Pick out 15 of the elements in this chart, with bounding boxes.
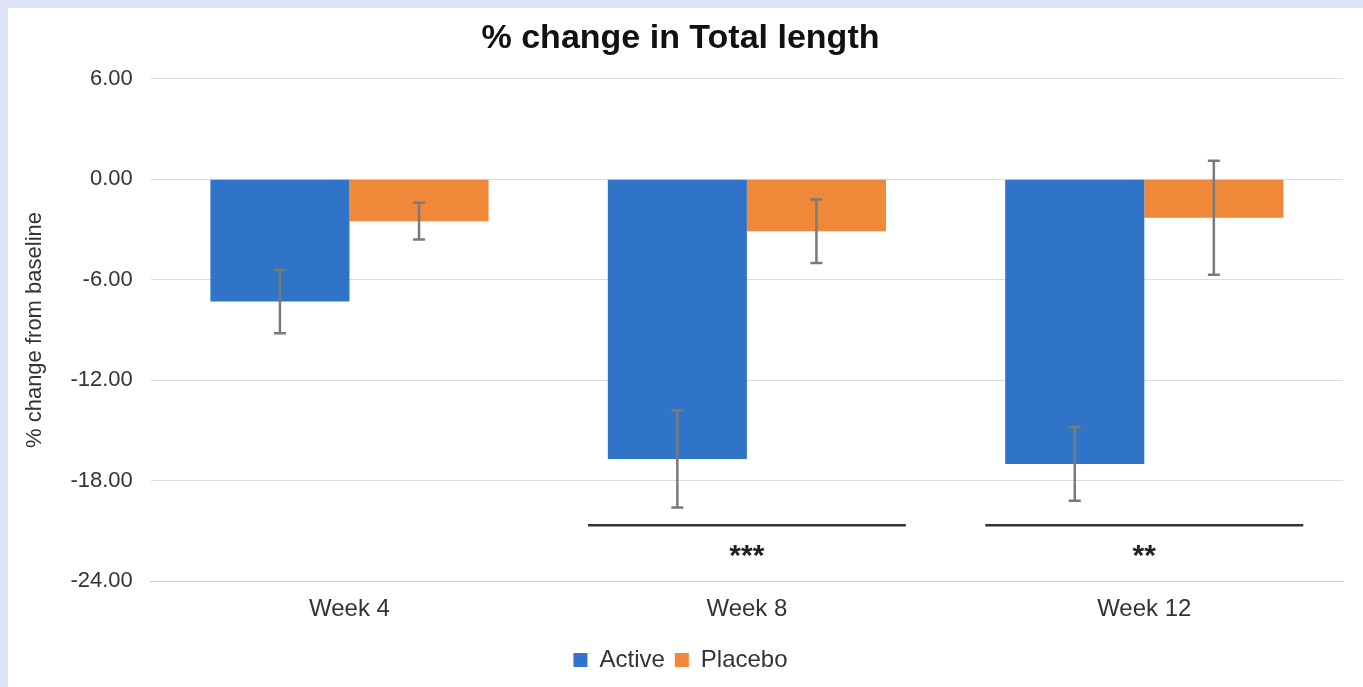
legend-label: Placebo [700, 644, 788, 672]
annotation: ** [1132, 538, 1157, 572]
y-tick-label: -12.00 [70, 366, 133, 392]
x-tick-label: Week 4 [309, 594, 390, 622]
annotation: *** [729, 538, 765, 572]
y-tick-label: -24.00 [70, 567, 133, 593]
y-tick-label: -18.00 [70, 466, 133, 492]
chart-title: % change in Total length [481, 16, 880, 55]
x-tick-label: Week 8 [706, 594, 788, 622]
legend-label: Active [599, 644, 665, 672]
y-tick-label: -6.00 [82, 265, 133, 291]
x-tick-label: Week 12 [1097, 594, 1192, 622]
y-tick-label: 6.00 [89, 64, 133, 90]
y-tick-label: 0.00 [89, 165, 133, 191]
y-axis-title: % change from baseline [21, 211, 47, 449]
